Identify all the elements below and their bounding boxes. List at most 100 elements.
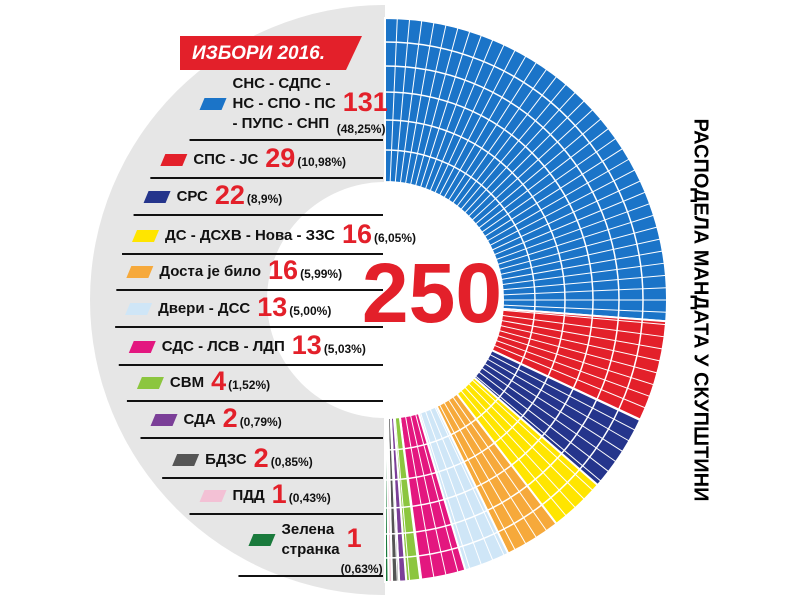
legend-swatch: [143, 191, 171, 203]
seat-divider: [439, 49, 516, 196]
seat-divider: [429, 39, 494, 192]
seat-count: 16: [342, 219, 372, 249]
legend-label: СНС - СДПС -: [233, 75, 331, 92]
seat-divider: [389, 417, 398, 582]
seat-divider: [404, 416, 435, 578]
side-title: РАСПОДЕЛА МАНДАТА У СКУПШТИНИ: [690, 119, 712, 502]
seat-divider: [468, 383, 585, 500]
legend-label: СВМ: [170, 374, 204, 391]
seat-divider: [502, 287, 667, 296]
seat-divider: [501, 262, 665, 286]
seat-divider: [502, 304, 667, 313]
share-label: (48,25%): [337, 122, 386, 136]
legend-label: странка: [281, 541, 340, 558]
seat-divider: [484, 148, 624, 238]
seat-divider: [498, 226, 658, 270]
share-label: (5,99%): [300, 267, 342, 281]
seat-divider: [471, 379, 594, 491]
seat-divider: [497, 214, 655, 265]
seat-wedges: [384, 16, 668, 584]
seat-divider: [415, 413, 459, 573]
seat-divider: [502, 274, 666, 291]
share-label: (0,79%): [240, 415, 282, 429]
seat-divider: [500, 238, 661, 275]
legend-label: БДЗС: [205, 451, 247, 468]
legend-label: НС - СПО - ПС: [233, 95, 336, 112]
seat-divider: [429, 408, 494, 561]
legend-swatch: [199, 98, 227, 110]
seat-divider: [443, 55, 527, 199]
seat-divider: [500, 325, 661, 362]
seat-divider: [434, 44, 505, 194]
share-label: (0,85%): [271, 455, 313, 469]
seat-divider: [460, 390, 567, 517]
seat-divider: [447, 61, 537, 201]
seat-divider: [460, 83, 567, 210]
backdrop: [90, 5, 385, 595]
legend-label: - ПУПС - СНП: [233, 115, 330, 132]
seat-divider: [486, 158, 630, 242]
seat-divider: [475, 375, 602, 482]
seat-divider: [410, 24, 447, 185]
seat-divider: [484, 362, 624, 452]
seat-divider: [489, 169, 636, 246]
seat-count: 2: [223, 403, 238, 433]
seat-count: 1: [272, 479, 287, 509]
seat-count: 4: [211, 366, 226, 396]
seat-divider: [475, 118, 602, 225]
seat-count: 131: [343, 87, 388, 117]
legend-swatch: [136, 377, 164, 389]
seat-divider: [478, 371, 610, 473]
legend-swatch: [128, 341, 156, 353]
seat-divider: [486, 358, 630, 442]
seat-count: 13: [292, 330, 322, 360]
legend-swatch: [199, 490, 227, 502]
seat-divider: [493, 344, 646, 409]
seat-divider: [501, 250, 663, 281]
share-label: (0,43%): [289, 491, 331, 505]
seat-count: 22: [215, 180, 245, 210]
seat-divider: [439, 404, 516, 551]
legend-label: СРС: [177, 188, 208, 205]
legend-swatch: [126, 266, 154, 278]
legend-label: ДС - ДСХВ - Нова - ЗЗС: [165, 227, 335, 244]
seat-divider: [495, 203, 651, 261]
seat-divider: [493, 191, 646, 256]
seat-divider: [424, 410, 482, 566]
seat-divider: [489, 354, 636, 431]
seat-divider: [481, 137, 617, 233]
seat-divider: [389, 18, 398, 183]
seat-divider: [491, 349, 641, 420]
legend-swatch: [160, 154, 188, 166]
seat-divider: [468, 100, 585, 217]
legend-label: Зелена: [281, 521, 334, 538]
seat-divider: [394, 19, 411, 183]
seat-divider: [443, 401, 527, 545]
seat-divider: [478, 127, 610, 229]
share-label: (1,52%): [228, 378, 270, 392]
seat-divider: [481, 367, 617, 463]
seat-divider: [464, 91, 576, 214]
seat-divider: [501, 319, 663, 350]
seat-divider: [464, 386, 576, 509]
legend-label: Доста је било: [159, 263, 261, 280]
seat-divider: [471, 109, 594, 221]
seat-count: 1: [347, 523, 362, 553]
seat-divider: [399, 20, 423, 184]
seat-count: 13: [257, 292, 287, 322]
legend-swatch: [132, 230, 160, 242]
seat-divider: [399, 416, 423, 580]
seat-divider: [501, 314, 665, 338]
legend-label: СПС - ЈС: [193, 151, 258, 168]
seat-divider: [424, 34, 482, 190]
seat-count: 29: [265, 143, 295, 173]
title-banner: [180, 36, 362, 70]
seat-divider: [394, 417, 411, 581]
seat-divider: [415, 27, 459, 187]
seat-divider: [420, 412, 471, 570]
share-label: (6,05%): [374, 231, 416, 245]
legend-swatch: [248, 534, 276, 546]
legend-swatch: [150, 414, 178, 426]
